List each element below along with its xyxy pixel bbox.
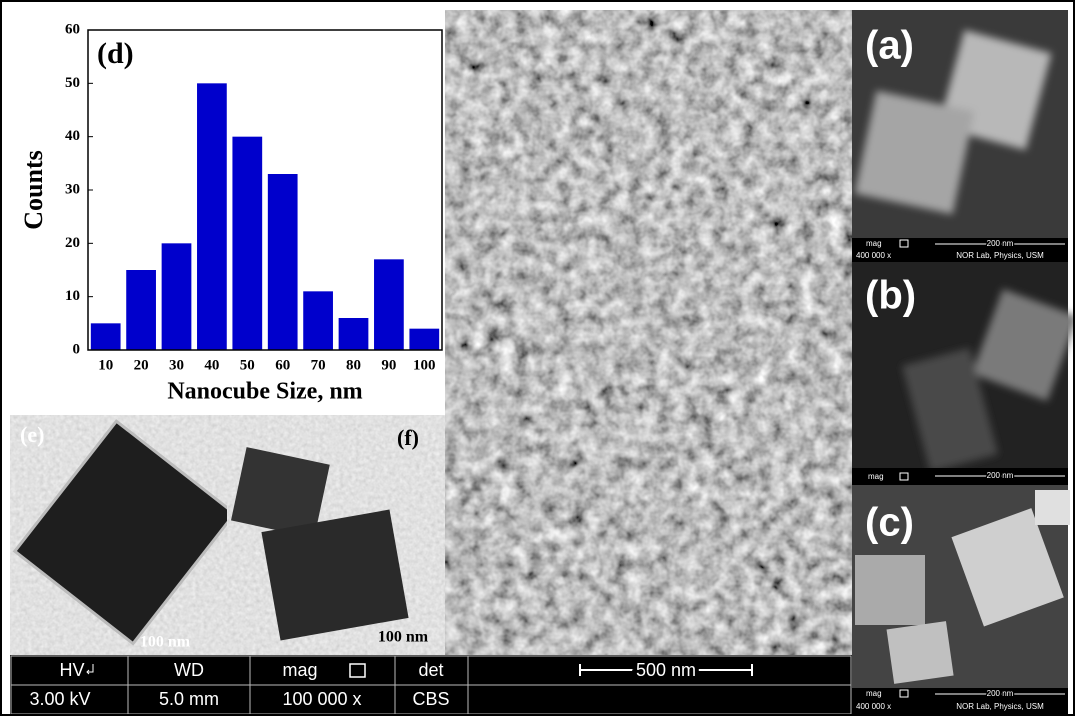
info-value: 5.0 mm [159, 689, 219, 709]
info-header: HV [59, 660, 84, 680]
bar [339, 318, 369, 350]
x-tick-label: 60 [275, 357, 290, 373]
y-tick-label: 30 [65, 181, 80, 197]
y-tick-label: 60 [65, 21, 80, 37]
cube [855, 91, 975, 214]
x-tick-label: 20 [134, 357, 149, 373]
scale-label: 500 nm [636, 660, 696, 680]
x-axis-label: Nanocube Size, nm [167, 379, 362, 405]
info-header: WD [174, 660, 204, 680]
y-tick-label: 0 [73, 341, 81, 357]
footer-text: mag [866, 239, 882, 248]
info-bar: HV WD mag det 3.00 kV 5.0 mm 100 000 x C… [10, 655, 852, 715]
panel-label: (f) [397, 425, 419, 450]
bar [374, 259, 404, 350]
panel-a: (a) mag 400 000 x 200 nm NOR Lab, Physic… [852, 10, 1068, 262]
x-tick-label: 30 [169, 357, 184, 373]
info-value: 3.00 kV [29, 689, 90, 709]
x-tick-label: 100 [413, 357, 436, 373]
bar [409, 329, 439, 350]
chart-annotation: (d) [97, 37, 134, 70]
bar [197, 83, 227, 350]
cube [261, 510, 408, 641]
footer-text: NOR Lab, Physics, USM [956, 251, 1044, 260]
bar [91, 323, 121, 350]
footer-text: mag [868, 472, 884, 481]
panel-b: (b) mag 200 nm [852, 262, 1075, 485]
cube [1035, 490, 1070, 525]
footer-text: 200 nm [987, 689, 1014, 698]
info-value: 100 000 x [282, 689, 361, 709]
histogram: (d) Nanocube Size, nm Counts 0 10 20 30 40 50… [10, 10, 445, 415]
panel-label: (b) [865, 274, 916, 318]
bar [268, 174, 298, 350]
info-header: det [418, 660, 443, 680]
y-tick-label: 40 [65, 128, 80, 144]
x-tick-label: 50 [240, 357, 255, 373]
bar [162, 243, 192, 350]
figure: (a) mag 400 000 x 200 nm NOR Lab, Physic… [0, 0, 1075, 716]
info-value: CBS [412, 689, 449, 709]
panel-f: (f) 100 nm [227, 415, 445, 655]
bar [126, 270, 156, 350]
scale-label: 100 nm [140, 634, 191, 651]
x-tick-label: 10 [98, 357, 113, 373]
x-tick-label: 40 [204, 357, 219, 373]
y-tick-label: 50 [65, 75, 80, 91]
footer-text: 400 000 x [856, 702, 891, 711]
footer-text: 400 000 x [856, 251, 891, 260]
cube [855, 555, 925, 625]
y-axis-label: Counts [19, 150, 48, 229]
bar [303, 291, 333, 350]
footer-text: 200 nm [987, 239, 1014, 248]
panel-label: (e) [20, 422, 44, 447]
info-header: mag [282, 660, 317, 680]
footer-text: mag [866, 689, 882, 698]
x-tick-label: 80 [346, 357, 361, 373]
panel-c: (c) mag 400 000 x 200 nm NOR Lab, Physic… [852, 485, 1070, 715]
y-tick-label: 10 [65, 288, 80, 304]
panel-label: (a) [865, 24, 914, 68]
scale-label: 100 nm [378, 629, 429, 646]
cube [887, 621, 954, 684]
panel-label: (c) [865, 501, 914, 545]
x-tick-label: 70 [311, 357, 326, 373]
panel-e: (e) 100 nm [10, 415, 235, 655]
footer-text: NOR Lab, Physics, USM [956, 702, 1044, 711]
bar [232, 137, 262, 350]
sem-image [445, 10, 852, 655]
y-tick-label: 20 [65, 235, 80, 251]
footer-text: 200 nm [987, 471, 1014, 480]
x-tick-label: 90 [381, 357, 396, 373]
